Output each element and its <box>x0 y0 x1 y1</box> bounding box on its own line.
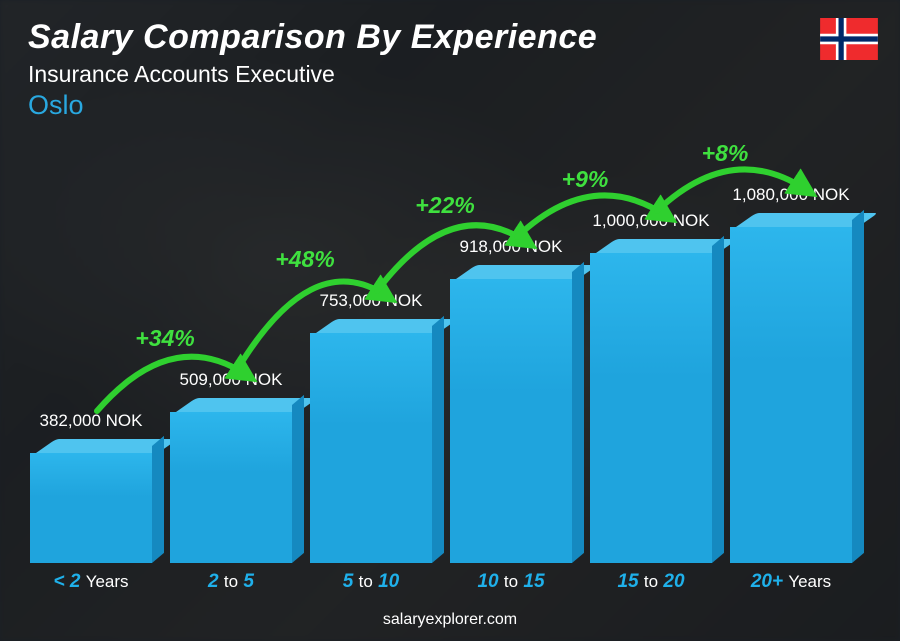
bar <box>590 239 712 563</box>
page-subtitle: Insurance Accounts Executive <box>28 61 597 88</box>
bar-value-label: 382,000 NOK <box>39 411 142 431</box>
bar-group: 918,000 NOK <box>450 237 572 563</box>
bar-group: 753,000 NOK <box>310 291 432 563</box>
bar-value-label: 1,080,000 NOK <box>732 185 849 205</box>
bars-container: 382,000 NOK 509,000 NOK 753,000 NOK 918,000… <box>30 163 852 563</box>
bar-value-label: 918,000 NOK <box>459 237 562 257</box>
bar-side-face <box>432 316 444 563</box>
bar-side-face <box>572 262 584 563</box>
bar <box>30 439 152 563</box>
x-axis-label: 15 to 20 <box>590 571 712 593</box>
bar-group: 1,000,000 NOK <box>590 211 712 563</box>
bar-value-label: 1,000,000 NOK <box>592 211 709 231</box>
x-axis-label: < 2 Years <box>30 571 152 593</box>
bar <box>170 398 292 563</box>
city-label: Oslo <box>28 90 597 121</box>
bar-front-face <box>170 412 292 563</box>
bar-front-face <box>30 453 152 563</box>
bar-front-face <box>590 253 712 563</box>
bar-side-face <box>152 436 164 563</box>
bar <box>730 213 852 563</box>
bar <box>310 319 432 563</box>
content-root: Salary Comparison By Experience Insuranc… <box>0 0 900 641</box>
bar-side-face <box>712 236 724 563</box>
bar-chart: 382,000 NOK 509,000 NOK 753,000 NOK 918,000… <box>30 130 852 593</box>
bar-group: 382,000 NOK <box>30 411 152 563</box>
footer-attribution: salaryexplorer.com <box>0 611 900 629</box>
bar-side-face <box>292 395 304 563</box>
bar-group: 509,000 NOK <box>170 370 292 563</box>
bar-value-label: 509,000 NOK <box>179 370 282 390</box>
bar <box>450 265 572 563</box>
x-axis-labels: < 2 Years 2 to 5 5 to 10 10 to 15 15 to 20 20… <box>30 571 852 593</box>
bar-front-face <box>310 333 432 563</box>
page-title: Salary Comparison By Experience <box>28 18 597 57</box>
bar-front-face <box>450 279 572 563</box>
x-axis-label: 20+ Years <box>730 571 852 593</box>
bar-value-label: 753,000 NOK <box>319 291 422 311</box>
bar-front-face <box>730 227 852 563</box>
norway-flag-icon <box>820 18 878 60</box>
x-axis-label: 2 to 5 <box>170 571 292 593</box>
bar-group: 1,080,000 NOK <box>730 185 852 563</box>
header: Salary Comparison By Experience Insuranc… <box>28 18 597 121</box>
bar-side-face <box>852 210 864 563</box>
x-axis-label: 10 to 15 <box>450 571 572 593</box>
x-axis-label: 5 to 10 <box>310 571 432 593</box>
